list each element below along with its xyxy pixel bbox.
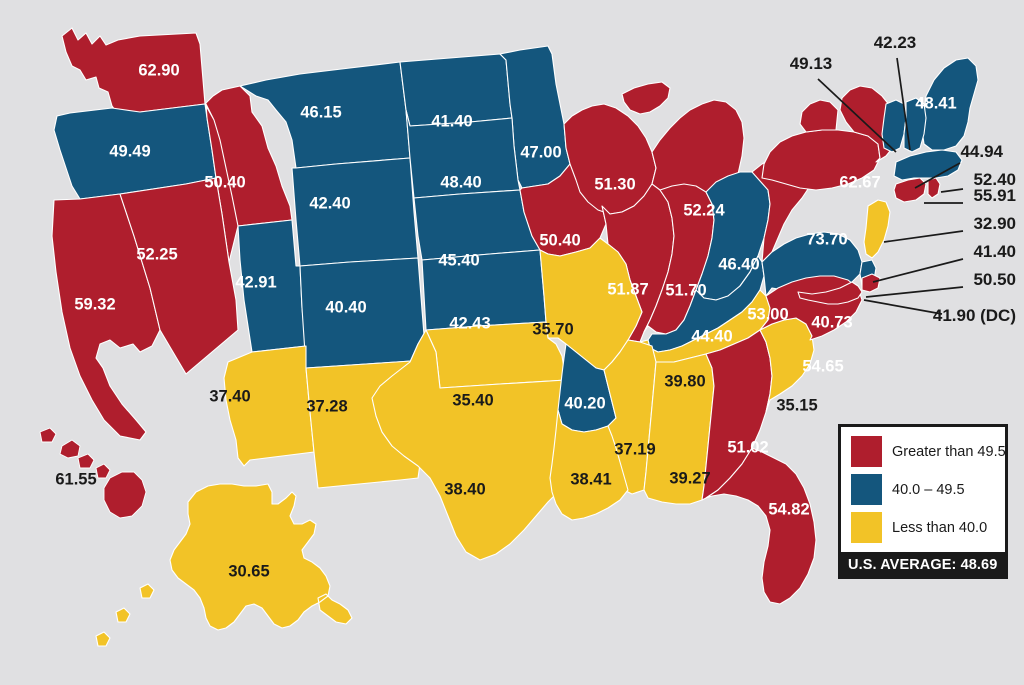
- leader-line-ma: [914, 162, 961, 189]
- callout-value-nj: 32.90: [973, 214, 1016, 233]
- legend-label-high: Greater than 49.5: [892, 443, 1006, 460]
- state-nd: [399, 53, 513, 127]
- state-wa: [61, 27, 206, 115]
- legend-label-mid: 40.0 – 49.5: [892, 481, 965, 498]
- state-ks: [421, 249, 547, 331]
- callout-value-dc: 41.90 (DC): [933, 306, 1016, 325]
- state-pa: [761, 129, 881, 191]
- state-hi: [39, 427, 147, 519]
- legend-body: Greater than 49.5 40.0 – 49.5 Less than …: [841, 427, 1006, 552]
- state-nh: [903, 97, 927, 153]
- legend-us-average: U.S. AVERAGE: 48.69: [841, 552, 1005, 579]
- legend-swatch-high: [851, 436, 882, 467]
- state-la: [549, 409, 629, 521]
- state-mo: [539, 237, 643, 371]
- state-value-hi: 61.55: [55, 470, 96, 488]
- callout-value-ct: 55.91: [973, 186, 1016, 205]
- state-id: [204, 85, 293, 263]
- leader-line-nj: [883, 230, 964, 243]
- callout-value-md: 50.50: [973, 270, 1016, 289]
- state-fl: [705, 447, 817, 605]
- leader-line-ri: [940, 188, 964, 193]
- state-ma: [893, 149, 963, 181]
- state-az: [223, 345, 315, 467]
- legend-swatch-mid: [851, 474, 882, 505]
- leader-line-vt: [817, 78, 897, 153]
- leader-line-nh: [896, 57, 911, 151]
- legend-row-mid: 40.0 – 49.5: [851, 474, 996, 505]
- state-wy: [291, 157, 419, 267]
- map-legend: Greater than 49.5 40.0 – 49.5 Less than …: [838, 424, 1008, 579]
- state-ut: [237, 219, 307, 353]
- state-al: [643, 353, 715, 505]
- state-me: [921, 57, 979, 151]
- callout-value-nh: 42.23: [874, 33, 917, 52]
- state-tx: [371, 329, 591, 561]
- legend-row-high: Greater than 49.5: [851, 436, 1006, 467]
- state-value-sc: 35.15: [776, 396, 817, 414]
- callout-value-de: 41.40: [973, 242, 1016, 261]
- state-md: [797, 273, 881, 305]
- callout-value-ma: 44.94: [960, 142, 1003, 161]
- leader-line-md: [865, 286, 964, 298]
- state-ne: [413, 189, 541, 261]
- state-nv: [119, 177, 239, 375]
- state-co: [299, 257, 427, 369]
- state-vt: [881, 99, 907, 153]
- state-ct: [893, 177, 927, 203]
- callout-value-ri: 52.40: [973, 170, 1016, 189]
- callout-value-vt: 49.13: [790, 54, 833, 73]
- legend-label-low: Less than 40.0: [892, 519, 988, 536]
- leader-line-dc: [863, 299, 943, 315]
- state-sd: [405, 109, 521, 199]
- legend-swatch-low: [851, 512, 882, 543]
- state-ak: [95, 483, 353, 647]
- state-nj: [863, 199, 891, 259]
- legend-row-low: Less than 40.0: [851, 512, 996, 543]
- state-ri: [927, 177, 941, 199]
- leader-line-de: [872, 258, 964, 283]
